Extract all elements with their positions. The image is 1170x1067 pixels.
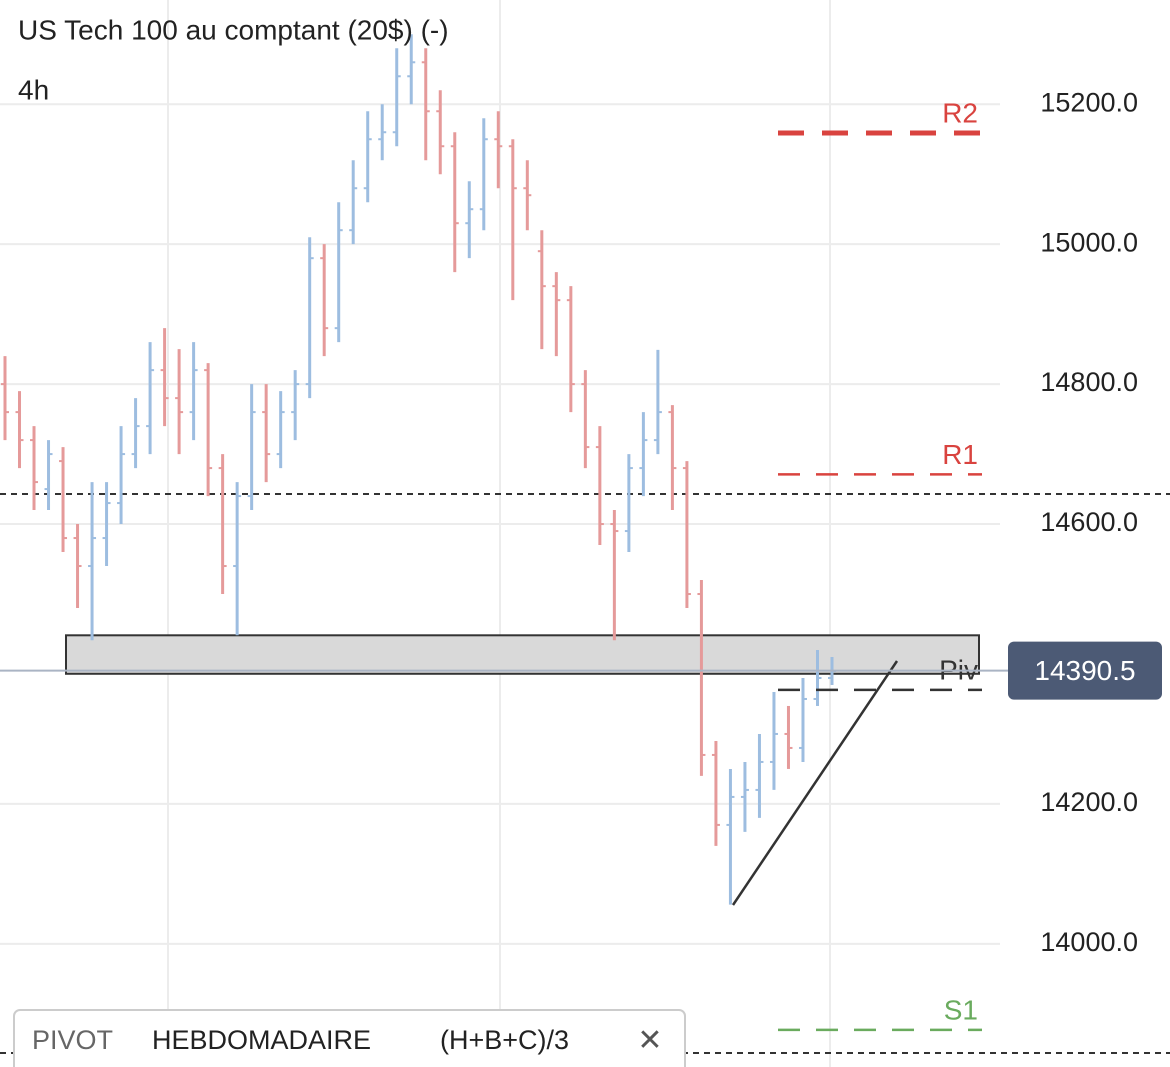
trend-line: [731, 660, 899, 906]
y-tick-label: 15200.0: [1040, 87, 1138, 117]
y-tick-label: 14000.0: [1040, 927, 1138, 957]
legend-box: [13, 1009, 686, 1067]
zone: [65, 634, 980, 675]
timeframe: 4h: [18, 74, 49, 105]
y-tick-label: 14600.0: [1040, 507, 1138, 537]
y-tick-label: 14200.0: [1040, 787, 1138, 817]
y-tick-label: 15000.0: [1040, 227, 1138, 257]
last-price-badge: [1008, 641, 1162, 700]
pivot-label: R2: [942, 97, 978, 128]
legend-period: HEBDOMADAIRE: [152, 1025, 371, 1055]
legend: PIVOT HEBDOMADAIRE (H+B+C)/3 ✕: [13, 1009, 686, 1067]
legend-name: PIVOT: [32, 1025, 113, 1055]
pivot-label: R1: [942, 439, 978, 470]
legend-formula: (H+B+C)/3: [440, 1025, 569, 1055]
chart-title: US Tech 100 au comptant (20$) (-): [18, 14, 449, 45]
last-price-label: 14390.5: [1034, 655, 1135, 686]
y-tick-label: 14800.0: [1040, 367, 1138, 397]
pivot-label: S1: [944, 994, 978, 1025]
legend-close[interactable]: ✕: [637, 1024, 662, 1057]
